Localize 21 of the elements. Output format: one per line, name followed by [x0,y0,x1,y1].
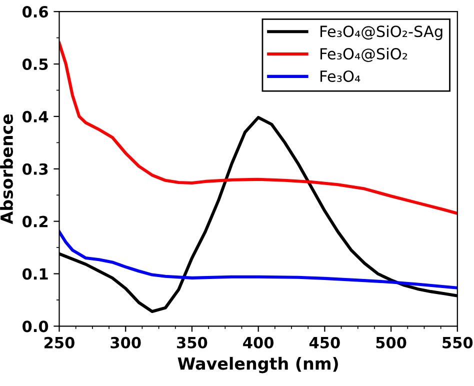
legend-label: Fe₃O₄@SiO₂-SAg [320,25,442,40]
x-tick-label: 400 [243,336,274,348]
y-tick-label: 0.1 [22,268,48,280]
y-tick-label: 0.0 [22,320,48,332]
y-axis-title: Absorbence [0,114,13,224]
x-tick-label: 250 [44,336,74,348]
x-tick-label: 300 [110,336,141,348]
legend-label: Fe₃O₄ [320,70,360,82]
legend-label: Fe₃O₄@SiO₂ [320,48,408,62]
y-tick-label: 0.6 [22,6,48,18]
x-axis-title: Wavelength (nm) [178,356,338,374]
y-tick-label: 0.2 [22,216,48,228]
y-tick-label: 0.3 [22,163,48,175]
line-series [59,42,458,215]
x-tick-label: 550 [442,336,473,348]
x-tick-label: 350 [177,336,208,348]
y-tick-label: 0.5 [22,58,48,70]
line-series [59,230,458,290]
y-tick-label: 0.4 [22,110,48,122]
x-tick-label: 500 [376,336,406,348]
x-tick-label: 450 [309,336,340,348]
